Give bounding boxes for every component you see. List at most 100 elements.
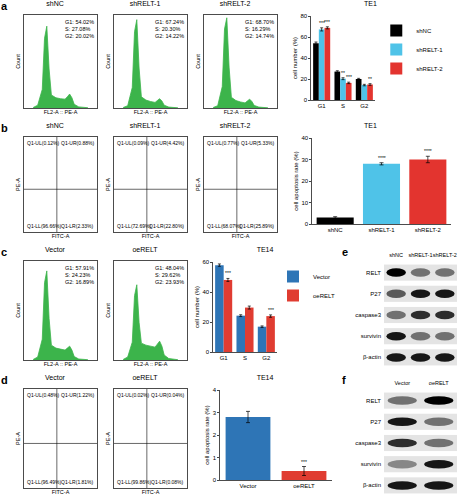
svg-text:20: 20	[301, 178, 308, 184]
svg-text:shRELT-2: shRELT-2	[433, 252, 457, 258]
svg-text:Q1-LL(72.69%): Q1-LL(72.69%)	[117, 223, 152, 229]
svg-text:oeRELT: oeRELT	[429, 380, 449, 386]
svg-text:FITC-A: FITC-A	[232, 233, 250, 239]
svg-text:G2: G2	[360, 103, 369, 109]
svg-text:S: S	[243, 355, 247, 361]
svg-text:Q1-UR(0.88%): Q1-UR(0.88%)	[61, 140, 94, 146]
svg-text:P27: P27	[370, 419, 381, 425]
svg-text:0: 0	[304, 97, 308, 103]
svg-text:shNC: shNC	[389, 252, 403, 258]
svg-text:Q1-UR(0.04%): Q1-UR(0.04%)	[151, 392, 184, 398]
svg-text:Vector: Vector	[394, 380, 410, 386]
svg-text:Q1-UL(0.48%): Q1-UL(0.48%)	[27, 392, 60, 398]
svg-text:TE14: TE14	[257, 246, 274, 253]
svg-text:Q1-LL(96.49%): Q1-LL(96.49%)	[27, 479, 62, 485]
svg-text:***: ***	[268, 307, 274, 313]
svg-text:shRELT-2: shRELT-2	[416, 66, 443, 72]
svg-text:40: 40	[301, 135, 308, 141]
svg-text:Q1-UL(0.02%): Q1-UL(0.02%)	[117, 392, 150, 398]
svg-text:20: 20	[202, 319, 209, 325]
svg-text:****: ****	[378, 155, 386, 161]
svg-text:***: ***	[346, 74, 352, 80]
svg-text:cell number (%): cell number (%)	[194, 286, 200, 328]
svg-text:Q1-UL(0.12%): Q1-UL(0.12%)	[27, 140, 60, 146]
svg-text:oeRELT: oeRELT	[293, 483, 315, 489]
svg-text:shRELT-1: shRELT-1	[408, 252, 432, 258]
svg-text:Q1-LR(0.08%): Q1-LR(0.08%)	[151, 479, 184, 485]
svg-text:FL2-A :: PE-A: FL2-A :: PE-A	[44, 109, 78, 115]
svg-text:1: 1	[213, 455, 217, 461]
svg-text:Q1-UR(4.42%): Q1-UR(4.42%)	[151, 140, 184, 146]
svg-text:Vector: Vector	[45, 246, 66, 253]
svg-text:shRELT-2: shRELT-2	[415, 227, 442, 233]
svg-text:FITC-A: FITC-A	[142, 489, 160, 495]
svg-text:20: 20	[300, 76, 307, 82]
svg-text:cell apoptosis rate (%): cell apoptosis rate (%)	[204, 405, 210, 464]
svg-text:Q1-LL(99.86%): Q1-LL(99.86%)	[117, 479, 152, 485]
svg-text:shNC: shNC	[416, 28, 432, 34]
svg-text:TE14: TE14	[257, 374, 274, 381]
svg-text:survivin: survivin	[361, 333, 381, 339]
svg-text:cell number (%): cell number (%)	[292, 37, 298, 79]
svg-text:G1: G1	[318, 103, 327, 109]
svg-text:shRELT-1: shRELT-1	[368, 227, 395, 233]
svg-text:PE-A: PE-A	[105, 432, 111, 445]
svg-text:TE1: TE1	[364, 122, 377, 129]
svg-text:shNC: shNC	[46, 122, 64, 129]
svg-text:***: ***	[225, 270, 231, 276]
svg-text:RELT: RELT	[366, 270, 381, 276]
svg-text:P27: P27	[370, 291, 381, 297]
svg-text:G1: 54.02%S: 27.08%G2: 20.02%: G1: 54.02%S: 27.08%G2: 20.02%	[65, 19, 94, 39]
svg-text:40: 40	[300, 55, 307, 61]
svg-text:***: ***	[319, 20, 325, 26]
svg-text:0: 0	[206, 349, 210, 355]
svg-text:shNC: shNC	[46, 0, 64, 7]
svg-text:60: 60	[202, 259, 209, 265]
svg-text:FL2-A :: PE-A: FL2-A :: PE-A	[44, 361, 78, 367]
svg-text:Q1-LL(96.66%): Q1-LL(96.66%)	[27, 223, 62, 229]
svg-text:0: 0	[213, 477, 217, 483]
svg-text:FL2-A :: PE-A: FL2-A :: PE-A	[134, 361, 168, 367]
svg-text:Q1-UL(0.09%): Q1-UL(0.09%)	[117, 140, 150, 146]
svg-text:shNC: shNC	[328, 227, 344, 233]
svg-text:PE-A: PE-A	[15, 432, 21, 445]
svg-text:***: ***	[301, 459, 307, 465]
svg-text:3: 3	[213, 410, 217, 416]
svg-text:***: ***	[324, 19, 330, 25]
svg-text:RELT: RELT	[366, 398, 381, 404]
svg-text:60: 60	[300, 34, 307, 40]
svg-text:Q1-LR(1.81%): Q1-LR(1.81%)	[61, 479, 94, 485]
svg-text:Q1-LR(22.80%): Q1-LR(22.80%)	[149, 223, 184, 229]
svg-text:FL2-A :: PE-A: FL2-A :: PE-A	[224, 109, 258, 115]
svg-text:G1: 48.04%S: 29.62%G2: 23.93%: G1: 48.04%S: 29.62%G2: 23.93%	[155, 265, 184, 285]
svg-text:β-actin: β-actin	[363, 354, 381, 360]
svg-text:Vector: Vector	[45, 374, 66, 381]
svg-text:Vector: Vector	[313, 274, 330, 280]
svg-text:survivin: survivin	[361, 461, 381, 467]
svg-text:G1: 67.24%S: 20.30%G2: 14.22%: G1: 67.24%S: 20.30%G2: 14.22%	[155, 19, 184, 39]
svg-text:oeRELT: oeRELT	[313, 293, 335, 299]
svg-text:40: 40	[202, 289, 209, 295]
svg-text:Count: Count	[15, 303, 21, 318]
svg-text:Q1-LR(2.33%): Q1-LR(2.33%)	[61, 223, 94, 229]
svg-text:0: 0	[305, 221, 309, 227]
svg-text:PE-A: PE-A	[105, 178, 111, 191]
svg-text:FITC-A: FITC-A	[52, 489, 70, 495]
svg-text:80: 80	[300, 13, 307, 19]
svg-text:β-actin: β-actin	[363, 482, 381, 488]
svg-text:PE-A: PE-A	[15, 178, 21, 191]
svg-text:Vector: Vector	[239, 483, 256, 489]
svg-text:PE-A: PE-A	[195, 178, 201, 191]
svg-text:shRELT-2: shRELT-2	[220, 0, 251, 7]
svg-text:FITC-A: FITC-A	[142, 233, 160, 239]
svg-text:TE1: TE1	[364, 0, 377, 7]
svg-text:shRELT-2: shRELT-2	[220, 122, 251, 129]
svg-text:**: **	[368, 76, 372, 82]
svg-text:Q1-UR(5.33%): Q1-UR(5.33%)	[241, 140, 274, 146]
svg-text:10: 10	[301, 200, 308, 206]
svg-text:****: ****	[424, 148, 432, 154]
svg-text:Q1-LR(25.89%): Q1-LR(25.89%)	[239, 223, 274, 229]
svg-text:oeRELT: oeRELT	[132, 246, 158, 253]
svg-text:G1: G1	[220, 355, 229, 361]
svg-text:oeRELT: oeRELT	[132, 374, 158, 381]
